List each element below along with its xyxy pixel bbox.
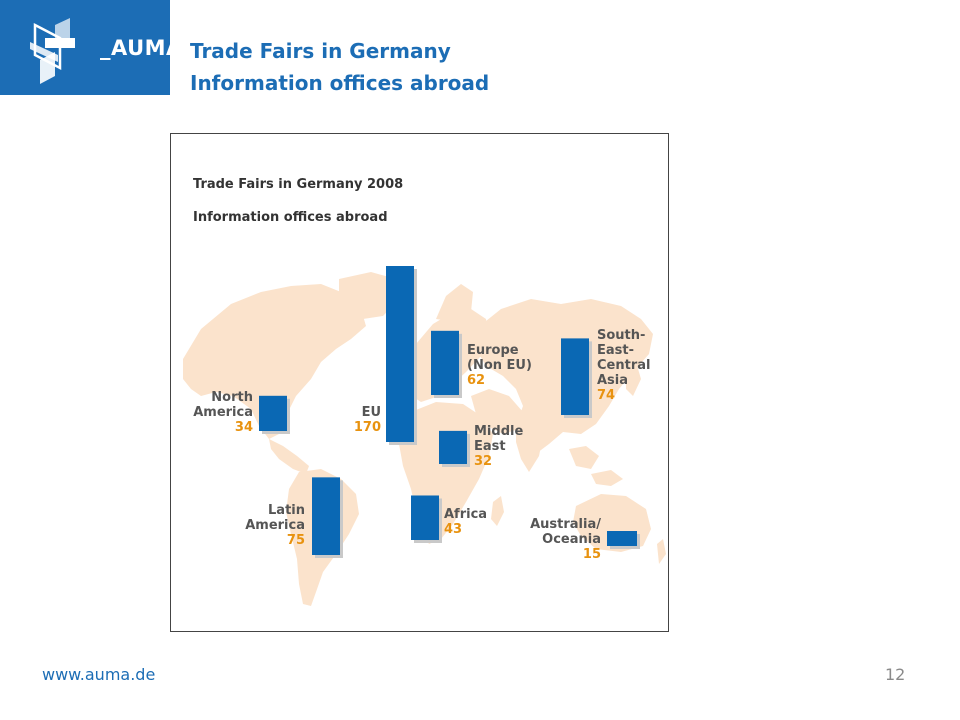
label-latin_america-line-0: Latin xyxy=(268,503,305,518)
value-north_america: 34 xyxy=(235,420,253,435)
chart-frame: Trade Fairs in Germany 2008 Information … xyxy=(170,133,669,632)
bar-latin_america xyxy=(312,477,340,555)
label-latin_america-line-1: America xyxy=(245,518,305,533)
label-eu-line-0: EU xyxy=(362,405,381,420)
bar-europe_non_eu xyxy=(431,330,459,395)
title-line-1: Trade Fairs in Germany xyxy=(190,39,451,63)
value-latin_america: 75 xyxy=(287,533,305,548)
bars-layer xyxy=(259,266,640,558)
label-south_east_central_asia-line-3: Asia xyxy=(597,373,628,388)
label-north_america-line-1: America xyxy=(193,405,253,420)
page-title: Trade Fairs in Germany Information offic… xyxy=(190,35,489,99)
chart-subtitle: Information offices abroad xyxy=(193,210,388,225)
chart-title: Trade Fairs in Germany 2008 xyxy=(193,177,403,192)
value-africa: 43 xyxy=(444,522,462,537)
bar-eu xyxy=(386,266,414,442)
label-middle_east-line-1: East xyxy=(474,439,506,454)
value-middle_east: 32 xyxy=(474,454,492,469)
label-middle_east-line-0: Middle xyxy=(474,424,523,439)
world-map-chart: Trade Fairs in Germany 2008 Information … xyxy=(183,177,666,606)
bar-north_america xyxy=(259,395,287,431)
bar-middle_east xyxy=(439,430,467,464)
logo-text: _AUMA xyxy=(100,36,183,60)
value-australia_oceania: 15 xyxy=(583,547,601,562)
bar-south_east_central_asia xyxy=(561,338,589,415)
value-europe_non_eu: 62 xyxy=(467,373,485,388)
label-australia_oceania-line-1: Oceania xyxy=(542,532,601,547)
label-europe_non_eu-line-0: Europe xyxy=(467,343,519,358)
auma-logo: _AUMA xyxy=(0,0,182,95)
bar-australia_oceania xyxy=(607,531,637,546)
value-eu: 170 xyxy=(354,420,381,435)
label-australia_oceania-line-0: Australia/ xyxy=(530,517,601,532)
footer-url[interactable]: www.auma.de xyxy=(42,665,156,684)
label-south_east_central_asia-line-2: Central xyxy=(597,358,650,373)
label-south_east_central_asia-line-1: East- xyxy=(597,343,634,358)
labels-layer: EU170LatinAmerica75South-East-CentralAsi… xyxy=(193,328,650,562)
label-europe_non_eu-line-1: (Non EU) xyxy=(467,358,532,373)
auma-logo-mark-icon xyxy=(30,18,75,84)
page-number: 12 xyxy=(885,665,906,684)
value-south_east_central_asia: 74 xyxy=(597,388,615,403)
title-line-2: Information offices abroad xyxy=(190,71,490,95)
bar-africa xyxy=(411,495,439,540)
label-north_america-line-0: North xyxy=(211,390,253,405)
label-africa-line-0: Africa xyxy=(444,507,487,522)
label-south_east_central_asia-line-0: South- xyxy=(597,328,645,343)
